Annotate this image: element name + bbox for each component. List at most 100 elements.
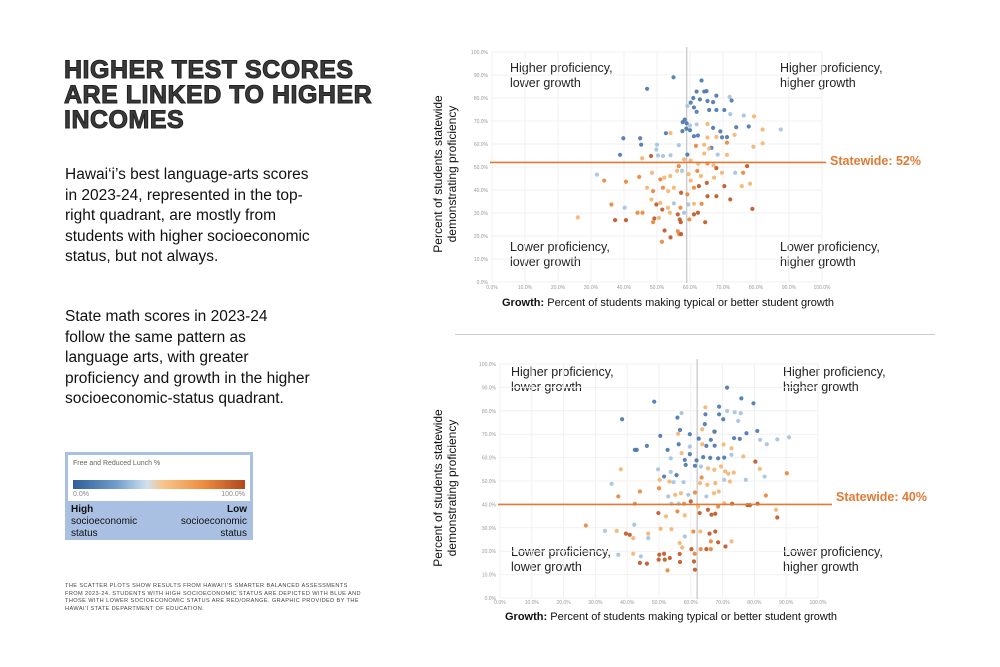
chart2-school-point bbox=[732, 410, 737, 415]
chart2-school-point bbox=[700, 442, 705, 447]
chart2-school-point bbox=[708, 539, 713, 544]
chart2-school-point bbox=[620, 417, 625, 422]
chart2-school-point bbox=[698, 464, 704, 469]
chart1-x-tick-label: 10.0% bbox=[518, 285, 533, 291]
chart2-school-point bbox=[609, 481, 614, 486]
chart2-school-point bbox=[703, 412, 708, 417]
chart2-school-point bbox=[658, 526, 663, 531]
chart2-school-point bbox=[657, 477, 662, 482]
chart2-quadrant-bottom-right: Lower proficiency, higher growth bbox=[783, 545, 883, 574]
chart2-school-point bbox=[722, 455, 727, 460]
chart2-school-point bbox=[726, 471, 731, 476]
chart1-school-point bbox=[728, 197, 733, 202]
legend-min-label: 0.0% bbox=[73, 491, 89, 498]
chart2-school-point bbox=[784, 471, 789, 476]
chart2-school-point bbox=[678, 491, 684, 496]
chart1-school-point bbox=[671, 201, 676, 206]
chart2-school-point bbox=[679, 451, 684, 456]
chart1-school-point bbox=[654, 142, 660, 147]
chart1-school-point bbox=[691, 201, 697, 206]
chart1-school-point bbox=[714, 93, 719, 98]
chart2-school-point bbox=[702, 422, 707, 427]
chart2-x-tick-label: 20.0% bbox=[557, 600, 572, 606]
chart2-school-point bbox=[698, 546, 703, 552]
chart1-school-point bbox=[722, 107, 727, 113]
chart2-school-point bbox=[705, 482, 710, 487]
legend-low-ses: Low socioeconomic status bbox=[159, 504, 247, 540]
chart2-school-point bbox=[704, 494, 709, 499]
chart1-x-tick-label: 90.0% bbox=[782, 285, 797, 291]
chart1-school-point bbox=[750, 206, 755, 211]
chart1-school-point bbox=[649, 197, 654, 202]
chart2-school-point bbox=[731, 470, 736, 475]
chart2-school-point bbox=[712, 467, 717, 472]
chart2-school-point bbox=[696, 436, 701, 441]
chart2-school-point bbox=[713, 529, 718, 534]
chart1-school-point bbox=[660, 153, 666, 159]
chart1-y-tick-label: 20.0% bbox=[474, 234, 489, 240]
chart2-school-point bbox=[786, 435, 792, 440]
chart1-school-point bbox=[685, 103, 690, 109]
chart1-school-point bbox=[695, 133, 701, 138]
chart1-x-tick-label: 30.0% bbox=[584, 285, 599, 291]
chart1-school-point bbox=[685, 152, 690, 157]
chart2-x-tick-label: 60.0% bbox=[684, 600, 699, 606]
chart2-school-point bbox=[652, 399, 657, 404]
chart1-school-point bbox=[691, 134, 697, 139]
chart1-school-point bbox=[676, 163, 681, 169]
chart2-school-point bbox=[662, 557, 667, 562]
chart1-school-point bbox=[660, 207, 665, 212]
chart1-school-point bbox=[724, 140, 730, 145]
chart1-x-axis-label-text: Percent of students making typical or be… bbox=[547, 297, 834, 309]
chart1-school-point bbox=[656, 215, 662, 220]
chart1-school-point bbox=[602, 178, 607, 183]
chart1-x-tick-label: 50.0% bbox=[650, 285, 665, 291]
chart1-school-point bbox=[678, 205, 683, 210]
chart2-y-tick-label: 20.0% bbox=[482, 549, 497, 555]
chart2-school-point bbox=[762, 474, 767, 479]
chart2-school-point bbox=[686, 492, 691, 497]
chart2-school-point bbox=[696, 504, 701, 509]
chart1-school-point bbox=[648, 153, 654, 159]
chart2-school-point bbox=[674, 473, 679, 478]
chart2-x-tick-label: 0.0% bbox=[494, 600, 506, 606]
chart1-school-point bbox=[679, 168, 685, 174]
chart1-school-point bbox=[609, 202, 614, 207]
chart1-school-point bbox=[688, 100, 693, 105]
chart2-school-point bbox=[638, 554, 643, 559]
chart2-x-tick-label: 30.0% bbox=[588, 600, 603, 606]
chart2-school-point bbox=[764, 442, 769, 447]
chart2-school-point bbox=[692, 490, 698, 495]
legend-high-rest: socioeconomic status bbox=[71, 516, 138, 539]
chart2-school-point bbox=[644, 561, 650, 566]
chart2-school-point bbox=[631, 551, 636, 556]
chart1-school-point bbox=[623, 179, 629, 184]
chart1-school-point bbox=[668, 173, 673, 179]
chart2-school-point bbox=[689, 546, 694, 552]
chart2-x-tick-label: 10.0% bbox=[525, 600, 540, 606]
chart2-school-point bbox=[721, 442, 726, 447]
chart1-school-point bbox=[719, 170, 725, 175]
chart1-school-point bbox=[714, 107, 719, 113]
chart2-school-point bbox=[632, 522, 637, 527]
chart2-school-point bbox=[661, 474, 667, 479]
chart1-y-tick-label: 70.0% bbox=[474, 119, 489, 125]
chart2-school-point bbox=[614, 528, 619, 533]
chart1-school-point bbox=[675, 168, 680, 174]
chart1-school-point bbox=[691, 95, 696, 101]
chart1-school-point bbox=[751, 114, 757, 119]
chart1-x-tick-label: 20.0% bbox=[551, 285, 566, 291]
chart2-x-axis-label-bold: Growth: bbox=[505, 611, 548, 623]
chart1-x-tick-label: 70.0% bbox=[716, 285, 731, 291]
chart2-x-tick-label: 70.0% bbox=[716, 600, 731, 606]
chart2-school-point bbox=[637, 560, 643, 566]
chart1-school-point bbox=[747, 181, 753, 186]
chart1-school-point bbox=[645, 86, 650, 91]
chart1-school-point bbox=[741, 170, 746, 175]
chart2-school-point bbox=[722, 477, 727, 482]
color-legend: Free and Reduced Lunch % 0.0% 100.0% Hig… bbox=[65, 452, 253, 540]
intro-paragraph: Hawai‘i’s best language-arts scores in 2… bbox=[65, 166, 310, 265]
chart1-school-point bbox=[658, 177, 663, 182]
chart2-school-point bbox=[680, 545, 685, 550]
